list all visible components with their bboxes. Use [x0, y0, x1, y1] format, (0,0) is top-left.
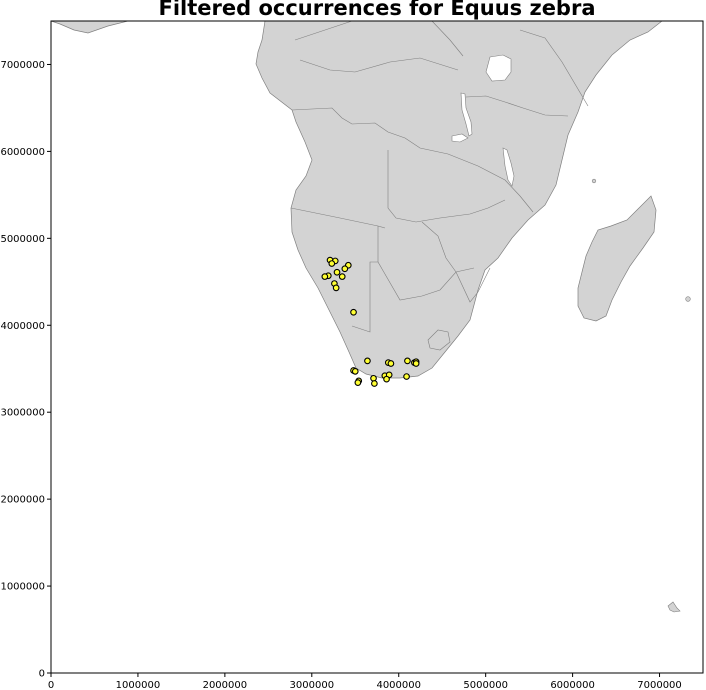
x-tick-label: 7000000	[637, 680, 682, 690]
lake-malawi	[502, 147, 515, 187]
occurrence-point	[328, 260, 336, 267]
occurrence-point	[364, 357, 371, 365]
x-tick-label: 0	[48, 680, 54, 690]
x-tick-label: 1000000	[116, 680, 161, 690]
island	[667, 601, 681, 613]
y-tick-label: 6000000	[0, 147, 45, 158]
occurrence-point	[403, 373, 410, 380]
lake-tanganyika	[460, 92, 473, 137]
madagascar	[577, 195, 657, 322]
y-tick-label: 4000000	[0, 321, 45, 332]
occurrence-point	[370, 374, 377, 382]
occurrence-points	[321, 256, 420, 387]
africa-landmass	[255, 21, 663, 379]
x-tick-label: 3000000	[290, 680, 335, 690]
y-axis: 0 1000000 2000000 3000000 4000000 5000000 6000…	[0, 60, 51, 680]
occurrence-point	[354, 379, 362, 386]
occurrence-point	[383, 375, 390, 383]
y-tick-label: 3000000	[0, 408, 45, 419]
plot-frame	[50, 20, 704, 674]
occurrence-point	[371, 380, 378, 387]
basemap	[51, 21, 691, 613]
y-tick-label: 0	[39, 669, 45, 680]
y-tick-label: 1000000	[0, 582, 45, 593]
country-borders	[290, 21, 589, 333]
occurrence-point	[321, 273, 329, 280]
occurrence-point	[387, 360, 395, 367]
x-tick-label: 2000000	[203, 680, 248, 690]
island	[685, 296, 691, 302]
occurrence-point	[404, 357, 411, 365]
lesotho-border	[427, 329, 451, 351]
lake-victoria	[485, 54, 512, 82]
y-tick-label: 5000000	[0, 234, 45, 245]
chart-title: Filtered occurrences for Equus zebra	[159, 0, 596, 20]
occurrence-point	[332, 284, 340, 292]
x-tick-label: 4000000	[376, 680, 421, 690]
occurrence-point	[341, 265, 349, 273]
island	[591, 178, 597, 184]
occurrence-point	[338, 273, 346, 280]
x-axis: 0 1000000 2000000 3000000 4000000 5000000 6000…	[48, 673, 682, 690]
y-tick-label: 2000000	[0, 495, 45, 506]
occurrence-point	[333, 268, 341, 276]
y-tick-label: 7000000	[0, 60, 45, 71]
lake-kariba	[451, 133, 469, 143]
north-landmass	[51, 21, 129, 34]
x-tick-label: 6000000	[550, 680, 595, 690]
occurrence-point	[351, 367, 359, 375]
occurrence-point	[350, 308, 357, 316]
x-tick-label: 5000000	[463, 680, 508, 690]
occurrence-point	[412, 360, 420, 367]
